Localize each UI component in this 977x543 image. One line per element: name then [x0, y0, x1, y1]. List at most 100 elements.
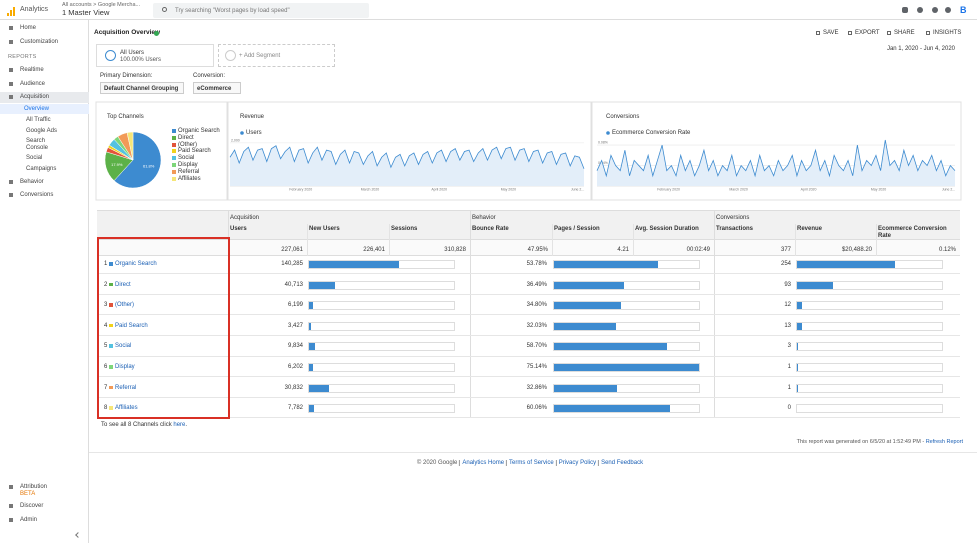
bounce-rate-value: 36.49% [526, 281, 547, 288]
users-value: 3,427 [287, 322, 303, 329]
nav-icon [9, 193, 13, 197]
date-range[interactable]: Jan 1, 2020 - Jun 4, 2020 [886, 46, 955, 52]
table-row [97, 295, 960, 316]
toolbar-icon[interactable] [945, 7, 951, 13]
beta-badge: BETA [20, 491, 36, 497]
footer-link[interactable]: Privacy Policy [555, 460, 599, 466]
toolbar-icon[interactable] [902, 7, 908, 13]
action-icon [926, 31, 930, 35]
column-header[interactable]: Transactions [716, 226, 754, 232]
channel-link[interactable]: Paid Search [115, 322, 148, 329]
nav-subitem[interactable]: All Traffic [26, 117, 51, 123]
column-header[interactable]: Avg. Session Duration [635, 226, 699, 232]
conversion-select[interactable]: eCommerce [193, 82, 241, 94]
channel-swatch [109, 365, 113, 369]
x-tick-label: April 2020 [801, 188, 817, 192]
nav-subitem[interactable]: Campaigns [26, 166, 57, 172]
transactions-value: 254 [780, 261, 791, 267]
copyright: © 2020 Google [416, 460, 458, 466]
bar-track [308, 363, 455, 372]
users-value: 140,285 [281, 261, 303, 267]
toolbar-icon[interactable] [917, 7, 923, 13]
breadcrumb[interactable]: All accounts > Google Mercha... [62, 2, 141, 8]
channel-swatch [109, 262, 113, 266]
nav-subitem[interactable]: Search Console [26, 137, 49, 151]
action-icon [887, 31, 891, 35]
nav-item[interactable]: Admin [20, 517, 38, 523]
column-header[interactable]: Sessions [391, 226, 418, 232]
more-link[interactable]: here [173, 422, 186, 428]
legend-label: Paid Search [178, 148, 211, 155]
x-tick-label: February 2020 [657, 188, 680, 192]
x-tick-label: May 2020 [501, 188, 516, 192]
bar-track [308, 404, 455, 414]
nav-subitem[interactable]: Overview [24, 106, 50, 112]
primary-dimension-select[interactable]: Default Channel Grouping [100, 82, 184, 94]
nav-item[interactable]: Discover [20, 503, 44, 509]
channel-link[interactable]: Social [115, 343, 132, 350]
column-header[interactable]: Bounce Rate [472, 226, 509, 232]
action-button[interactable]: SAVE [823, 30, 839, 36]
nav-subitem[interactable]: Social [26, 155, 43, 161]
nav-icon [9, 518, 13, 522]
footer-link[interactable]: Terms of Service [506, 460, 556, 466]
toolbar-icon[interactable] [932, 7, 938, 13]
row-rank: 8 [104, 405, 108, 412]
nav-item[interactable]: Realtime [20, 67, 44, 73]
action-button[interactable]: EXPORT [855, 30, 880, 36]
action-button[interactable]: SHARE [894, 30, 915, 36]
column-header[interactable]: Pages / Session [554, 226, 600, 232]
bounce-rate-value: 32.86% [526, 384, 547, 391]
bounce-rate-value: 75.14% [526, 364, 547, 370]
footer-link[interactable]: Send Feedback [598, 460, 646, 466]
nav-item[interactable]: Home [20, 25, 37, 31]
nav-icon [9, 26, 13, 30]
bar-track [796, 301, 943, 311]
nav-item[interactable]: Behavior [20, 179, 44, 185]
search-placeholder: Try searching "Worst pages by load speed… [175, 7, 290, 14]
channel-link[interactable]: Direct [115, 281, 131, 288]
nav-item[interactable]: Acquisition [20, 94, 50, 100]
view-selector[interactable]: 1 Master View [62, 8, 110, 17]
nav-icon [9, 180, 13, 184]
add-segment[interactable]: + Add Segment [218, 44, 335, 67]
group-header: Conversions [716, 215, 750, 221]
nav-subitem[interactable]: Google Ads [26, 128, 58, 134]
bar-track [553, 404, 700, 414]
channel-link[interactable]: Affiliates [115, 405, 138, 412]
footer-link[interactable]: Analytics Home [459, 460, 507, 466]
column-header[interactable]: Revenue [797, 226, 823, 232]
segment-name: All Users [120, 50, 145, 56]
table-row [97, 336, 960, 357]
group-header: Acquisition [230, 215, 260, 221]
channel-link[interactable]: Referral [115, 384, 137, 391]
table-totals-row [97, 240, 960, 256]
nav-icon [9, 82, 13, 86]
channel-link[interactable]: Display [115, 364, 135, 370]
nav-item[interactable]: Attribution [20, 484, 48, 490]
channel-link[interactable]: Organic Search [115, 261, 157, 267]
column-header[interactable]: New Users [309, 226, 340, 232]
transactions-value: 1 [787, 364, 791, 370]
transactions-value: 93 [784, 281, 791, 288]
nav-item[interactable]: Conversions [20, 192, 54, 198]
nav-item[interactable]: Customization [20, 39, 59, 45]
account-avatar[interactable]: B [960, 5, 967, 15]
nav-item[interactable]: Audience [20, 81, 46, 87]
nav-icon [9, 504, 13, 508]
table-row [97, 316, 960, 337]
column-header[interactable]: Users [230, 226, 247, 232]
y-tick-label: 2,000 [231, 138, 240, 142]
action-icon [816, 31, 820, 35]
search-box[interactable]: Try searching "Worst pages by load speed… [153, 3, 369, 18]
refresh-link[interactable]: Refresh Report [925, 439, 963, 445]
bar-track [796, 383, 943, 393]
action-button[interactable]: INSIGHTS [933, 30, 962, 36]
bar [309, 261, 399, 268]
segment-all-users[interactable]: All Users 100.00% Users [96, 44, 214, 67]
users-value: 9,834 [287, 343, 303, 350]
column-header[interactable]: Ecommerce Conversion Rate [878, 226, 947, 239]
channel-link[interactable]: (Other) [115, 302, 135, 309]
